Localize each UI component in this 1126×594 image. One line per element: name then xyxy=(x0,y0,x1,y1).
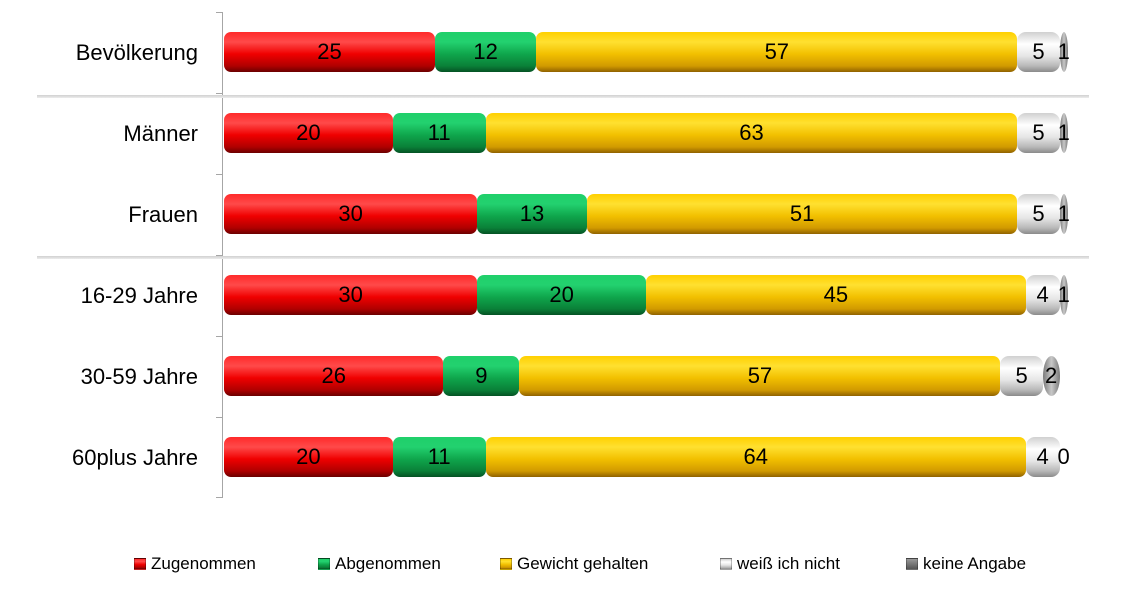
data-label: 5 xyxy=(1032,39,1045,64)
axis-tick xyxy=(216,93,223,94)
data-label: 11 xyxy=(427,120,451,145)
data-label: 30 xyxy=(338,282,363,307)
stacked-bar: 20 11 64 4 0 xyxy=(224,437,1070,477)
legend-label: Abgenommen xyxy=(335,554,441,573)
data-label: 1 xyxy=(1057,282,1070,307)
bar-segment: 20 xyxy=(224,437,393,477)
bar-segment: 30 xyxy=(224,275,478,315)
bar-segment: 4 xyxy=(1025,275,1060,315)
data-label: 0 xyxy=(1057,444,1070,469)
data-label: 20 xyxy=(296,120,321,145)
bar-segment: 25 xyxy=(224,32,435,72)
data-label: 5 xyxy=(1032,120,1045,145)
bar-segment: 63 xyxy=(485,113,1018,153)
legend-item-zugenommen: Zugenommen xyxy=(134,554,256,574)
data-label: 20 xyxy=(296,444,321,469)
data-label: 1 xyxy=(1057,201,1070,226)
bar-segment: 5 xyxy=(1017,194,1060,234)
legend-swatch-red xyxy=(134,558,146,570)
legend-label: Zugenommen xyxy=(151,554,256,573)
row-label-maenner: Männer xyxy=(123,121,198,146)
data-label: 63 xyxy=(739,120,764,145)
row-label-30-59: 30-59 Jahre xyxy=(80,364,198,389)
bar-segment: 1 xyxy=(1057,275,1070,315)
bar-segment: 20 xyxy=(477,275,646,315)
data-label: 45 xyxy=(823,282,849,307)
row-label-frauen: Frauen xyxy=(128,202,198,227)
row-label-bevoelkerung: Bevölkerung xyxy=(75,40,198,65)
legend-swatch-lightgray xyxy=(720,558,732,570)
bar-segment: 57 xyxy=(536,32,1018,72)
legend-item-abgenommen: Abgenommen xyxy=(318,554,441,574)
data-label: 1 xyxy=(1057,39,1070,64)
data-label: 2 xyxy=(1044,363,1058,388)
data-label: 30 xyxy=(338,201,363,226)
legend-item-weiss-ich-nicht: weiß ich nicht xyxy=(720,554,840,574)
legend-item-keine-angabe: keine Angabe xyxy=(906,554,1026,574)
axis-tick xyxy=(216,417,223,418)
bar-segment: 1 xyxy=(1057,32,1070,72)
data-label: 25 xyxy=(317,39,342,64)
bar-segment: 26 xyxy=(224,356,444,396)
axis-tick xyxy=(216,174,223,175)
group-separator xyxy=(37,256,1089,259)
bar-segment: 13 xyxy=(477,194,587,234)
bar-segment: 11 xyxy=(392,113,486,153)
legend-label: Gewicht gehalten xyxy=(517,554,649,573)
bar-segment: 5 xyxy=(1017,113,1060,153)
stacked-bar: 30 13 51 5 1 xyxy=(224,194,1070,234)
bar-segment: 5 xyxy=(1017,32,1060,72)
data-label: 9 xyxy=(475,363,488,388)
stacked-bar: 30 20 45 4 1 xyxy=(224,275,1070,315)
legend: Zugenommen Abgenommen Gewicht gehalten w… xyxy=(0,554,1126,576)
bar-segment: 12 xyxy=(435,32,537,72)
bar-segment: 9 xyxy=(443,356,520,396)
bar-segment: 64 xyxy=(485,437,1026,477)
legend-swatch-green xyxy=(318,558,330,570)
row-label-60plus: 60plus Jahre xyxy=(72,445,198,470)
data-label: 1 xyxy=(1057,120,1070,145)
row-label-16-29: 16-29 Jahre xyxy=(80,283,198,308)
data-label: 57 xyxy=(747,363,773,388)
bar-segment: 45 xyxy=(645,275,1026,315)
data-label: 5 xyxy=(1015,363,1028,388)
legend-swatch-yellow xyxy=(500,558,512,570)
bar-segment: 1 xyxy=(1057,113,1070,153)
legend-item-gewicht-gehalten: Gewicht gehalten xyxy=(500,554,648,574)
stacked-bar: 26 9 57 5 2 xyxy=(224,356,1060,396)
bar-segment: 57 xyxy=(519,356,1001,396)
data-label: 26 xyxy=(321,363,346,388)
axis-tick xyxy=(216,12,223,13)
stacked-bar: 20 11 63 5 1 xyxy=(224,113,1070,153)
axis-tick xyxy=(216,497,223,498)
bar-segment: 5 xyxy=(1000,356,1043,396)
legend-label: keine Angabe xyxy=(923,554,1027,573)
data-label: 4 xyxy=(1036,282,1049,307)
bar-segment: 30 xyxy=(224,194,478,234)
bar-segment: 1 xyxy=(1057,194,1070,234)
data-label: 51 xyxy=(789,201,815,226)
data-label: 64 xyxy=(743,444,768,469)
axis-tick xyxy=(216,336,223,337)
bar-segment: 4 xyxy=(1025,437,1060,477)
legend-label: weiß ich nicht xyxy=(737,554,840,573)
data-label: 57 xyxy=(764,39,790,64)
bar-segment: 20 xyxy=(224,113,393,153)
stacked-bar: 25 12 57 5 1 xyxy=(224,32,1070,72)
data-label: 20 xyxy=(549,282,574,307)
data-label: 5 xyxy=(1032,201,1045,226)
legend-swatch-darkgray xyxy=(906,558,918,570)
data-label: 12 xyxy=(473,39,498,64)
bar-segment: 51 xyxy=(586,194,1018,234)
bar-segment: 11 xyxy=(392,437,486,477)
data-label: 4 xyxy=(1036,444,1049,469)
data-label: 11 xyxy=(427,444,451,469)
axis-tick xyxy=(216,255,223,256)
data-label: 13 xyxy=(519,201,545,226)
bar-segment: 2 xyxy=(1042,356,1060,396)
group-separator xyxy=(37,95,1089,98)
